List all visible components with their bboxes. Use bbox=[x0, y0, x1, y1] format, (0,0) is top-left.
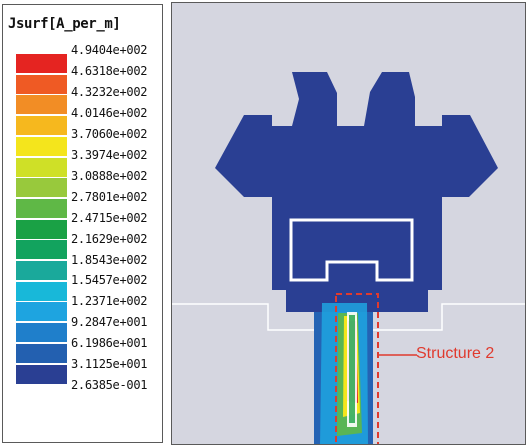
legend-swatch bbox=[16, 178, 67, 198]
legend-swatch bbox=[16, 219, 67, 239]
structure-2-label: Structure 2 bbox=[416, 345, 495, 362]
legend-swatch bbox=[16, 302, 67, 322]
legend-swatch bbox=[16, 240, 67, 260]
legend-tick-label: 1.5457e+002 bbox=[71, 273, 148, 288]
legend-tick-label: 6.1986e+001 bbox=[71, 336, 148, 351]
legend-swatch bbox=[16, 95, 67, 115]
legend-tick-label: 4.0146e+002 bbox=[71, 105, 148, 120]
legend-swatch bbox=[16, 116, 67, 136]
legend-tick-label: 1.2371e+002 bbox=[71, 294, 148, 309]
legend-swatch bbox=[16, 198, 67, 218]
legend-tick-label: 3.1125e+001 bbox=[71, 357, 148, 372]
feed-slot-inner bbox=[349, 315, 355, 423]
legend-tick-label: 2.6385e-001 bbox=[71, 378, 148, 393]
legend-swatch bbox=[16, 364, 67, 384]
field-plot bbox=[171, 2, 526, 445]
legend-tick-label: 3.7060e+002 bbox=[71, 126, 148, 141]
u-slot-outline bbox=[289, 218, 414, 282]
legend-swatch bbox=[16, 261, 67, 280]
legend-tick-label: 2.4715e+002 bbox=[71, 210, 148, 225]
legend-tick-label: 4.9404e+002 bbox=[71, 43, 148, 57]
legend-swatch bbox=[16, 136, 67, 156]
legend-tick-label: 9.2847e+001 bbox=[71, 315, 148, 330]
legend-swatch bbox=[16, 74, 67, 94]
legend-tick-label: 2.7801e+002 bbox=[71, 189, 148, 204]
legend-tick-label: 4.6318e+002 bbox=[71, 63, 148, 78]
field-plot-canvas bbox=[172, 72, 525, 444]
legend-swatch bbox=[16, 343, 67, 363]
legend-swatch bbox=[16, 323, 67, 343]
structure-2-highlight bbox=[335, 293, 379, 444]
legend-tick-label: 1.8543e+002 bbox=[71, 252, 148, 267]
legend-swatch bbox=[16, 157, 67, 177]
legend-tick-label: 4.3232e+002 bbox=[71, 84, 148, 99]
legend-title: Jsurf[A_per_m] bbox=[8, 16, 121, 32]
legend-tick-label: 2.1629e+002 bbox=[71, 231, 148, 246]
legend-tick-label: 3.3974e+002 bbox=[71, 147, 148, 162]
legend-tick-label: 3.0888e+002 bbox=[71, 168, 148, 183]
legend-swatch bbox=[16, 54, 67, 73]
antenna-structure bbox=[215, 72, 498, 312]
color-legend: Jsurf[A_per_m] 4.9404e+002 4.6318e+002 4.3… bbox=[2, 4, 163, 443]
legend-swatch bbox=[16, 281, 67, 301]
